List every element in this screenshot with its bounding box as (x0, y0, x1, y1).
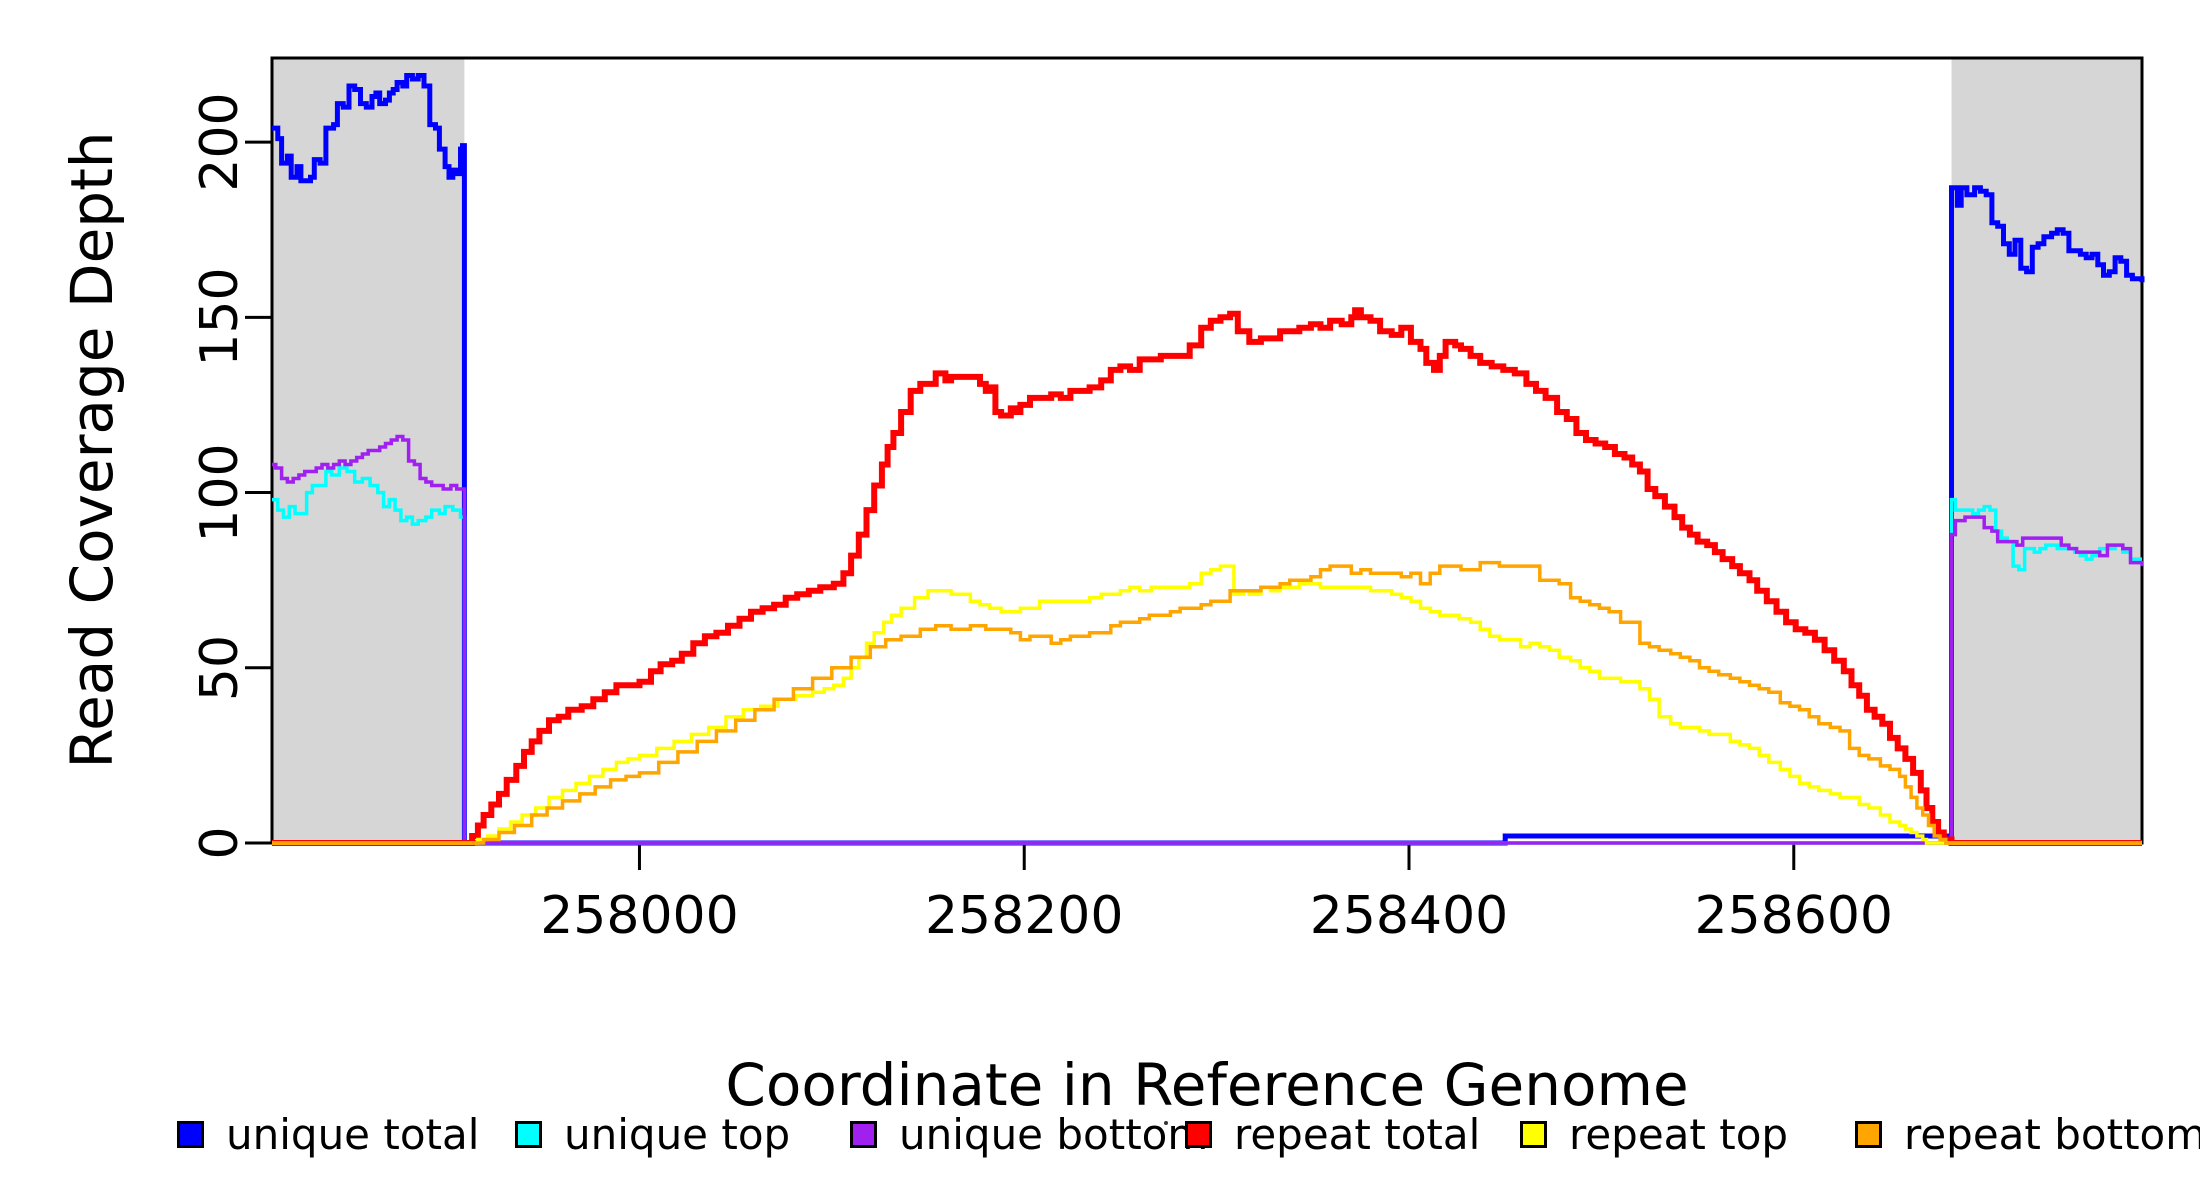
legend-item-unique-total: unique total (177, 1110, 480, 1159)
legend-swatch-icon (1520, 1121, 1547, 1148)
y-tick-label-100: 100 (190, 442, 250, 543)
y-tick-label-200: 200 (190, 92, 250, 192)
legend-item-unique-bottom: unique bottom (850, 1110, 1209, 1159)
y-tick-label-0: 0 (190, 826, 250, 860)
legend-item-repeat-total: repeat total (1185, 1110, 1481, 1159)
x-axis-title: Coordinate in Reference Genome (725, 1051, 1689, 1119)
x-tick-label-258000: 258000 (540, 886, 739, 946)
y-tick-label-150: 150 (190, 267, 250, 367)
legend-label: repeat bottom (1904, 1110, 2200, 1159)
legend-item-repeat-bottom: repeat bottom (1855, 1110, 2200, 1159)
plot-border (270, 56, 2144, 845)
stray-dot (1164, 1121, 1168, 1125)
legend-swatch-icon (515, 1121, 542, 1148)
series-unique-bottom (272, 434, 2144, 845)
legend-swatch-icon (850, 1121, 877, 1148)
legend-swatch-icon (1855, 1121, 1882, 1148)
shaded-region-1 (1951, 58, 2142, 843)
series-repeat-total (272, 307, 2142, 846)
x-tick-label-258200: 258200 (924, 886, 1124, 946)
x-tick-label-258400: 258400 (1309, 886, 1509, 946)
y-tick-label-50: 50 (190, 634, 250, 701)
legend-label: repeat total (1234, 1110, 1481, 1159)
legend-item-unique-top: unique top (515, 1110, 791, 1159)
legend-swatch-icon (1185, 1121, 1212, 1148)
y-axis-title: Read Coverage Depth (58, 131, 126, 769)
legend-label: unique top (564, 1110, 791, 1159)
legend-label: repeat top (1569, 1110, 1789, 1159)
legend-label: unique total (226, 1110, 480, 1159)
legend-item-repeat-top: repeat top (1520, 1110, 1789, 1159)
legend-label: unique bottom (899, 1110, 1209, 1159)
series-repeat-top (272, 564, 2142, 845)
legend-swatch-icon (177, 1121, 204, 1148)
series-unique-top (272, 466, 2142, 845)
series-repeat-bottom (272, 560, 2142, 845)
series-unique-total (272, 73, 2145, 846)
x-tick-label-258600: 258600 (1694, 886, 1894, 946)
